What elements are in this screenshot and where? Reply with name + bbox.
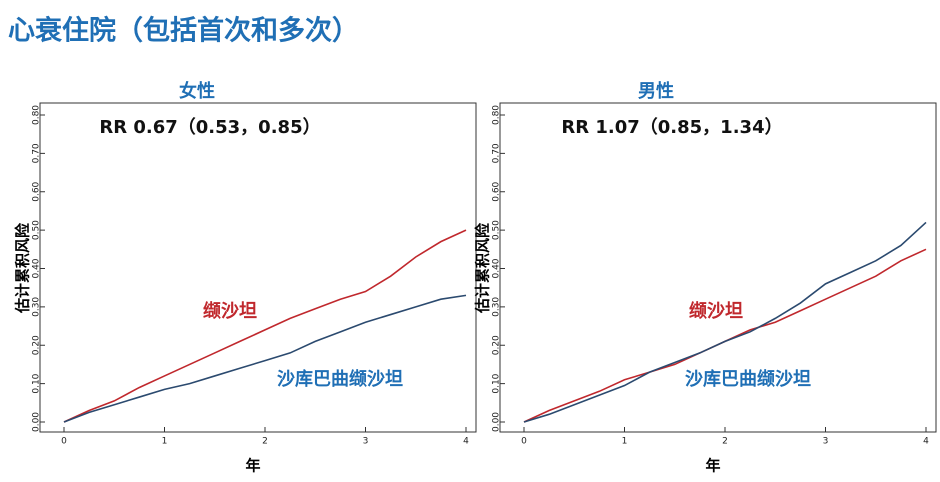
plot-frame bbox=[499, 102, 937, 433]
series-label: 沙库巴曲缬沙坦 bbox=[277, 368, 403, 390]
x-axis-label: 年 bbox=[245, 457, 260, 475]
panel-title: 男性 bbox=[638, 80, 674, 102]
y-tick-label: 0.10 bbox=[32, 373, 42, 393]
y-axis-label: 估计累积风险 bbox=[14, 222, 32, 314]
slide-title: 心衰住院（包括首次和多次） bbox=[8, 15, 359, 47]
y-tick-label: 0.60 bbox=[32, 181, 42, 201]
series-label: 缬沙坦 bbox=[689, 300, 743, 322]
x-tick-label: 1 bbox=[162, 437, 168, 447]
y-tick-label: 0.20 bbox=[492, 335, 502, 355]
series-label: 沙库巴曲缬沙坦 bbox=[685, 368, 811, 390]
y-tick-label: 0.80 bbox=[492, 105, 502, 125]
x-tick-label: 4 bbox=[923, 437, 929, 447]
y-tick-label: 0.40 bbox=[492, 258, 502, 278]
x-tick-label: 3 bbox=[363, 437, 369, 447]
y-tick-label: 0.40 bbox=[32, 258, 42, 278]
series-line bbox=[523, 221, 927, 423]
y-tick-label: 0.60 bbox=[492, 181, 502, 201]
x-tick-label: 0 bbox=[61, 437, 67, 447]
x-tick-label: 0 bbox=[521, 437, 527, 447]
x-axis-label: 年 bbox=[705, 457, 720, 475]
y-tick-label: 0.00 bbox=[32, 412, 42, 432]
annotation: RR 0.67（0.53，0.85） bbox=[99, 117, 320, 138]
y-tick-label: 0.30 bbox=[492, 297, 502, 317]
y-tick-label: 0.00 bbox=[492, 412, 502, 432]
x-tick-label: 4 bbox=[463, 437, 469, 447]
x-tick-label: 1 bbox=[622, 437, 628, 447]
y-tick-label: 0.70 bbox=[32, 143, 42, 163]
x-tick-label: 2 bbox=[262, 437, 268, 447]
annotation: RR 1.07（0.85，1.34） bbox=[561, 117, 782, 138]
series-line bbox=[63, 294, 467, 423]
plot-frame bbox=[39, 102, 477, 433]
series-line bbox=[523, 248, 927, 423]
y-axis-label: 估计累积风险 bbox=[474, 222, 492, 314]
y-tick-label: 0.20 bbox=[32, 335, 42, 355]
panel-title: 女性 bbox=[179, 80, 215, 102]
series-line bbox=[63, 229, 467, 423]
y-tick-label: 0.30 bbox=[32, 297, 42, 317]
y-tick-label: 0.80 bbox=[32, 105, 42, 125]
x-tick-label: 3 bbox=[823, 437, 829, 447]
y-tick-label: 0.10 bbox=[492, 373, 502, 393]
x-tick-label: 2 bbox=[722, 437, 728, 447]
y-tick-label: 0.50 bbox=[32, 220, 42, 240]
series-label: 缬沙坦 bbox=[203, 300, 257, 322]
y-tick-label: 0.70 bbox=[492, 143, 502, 163]
y-tick-label: 0.50 bbox=[492, 220, 502, 240]
